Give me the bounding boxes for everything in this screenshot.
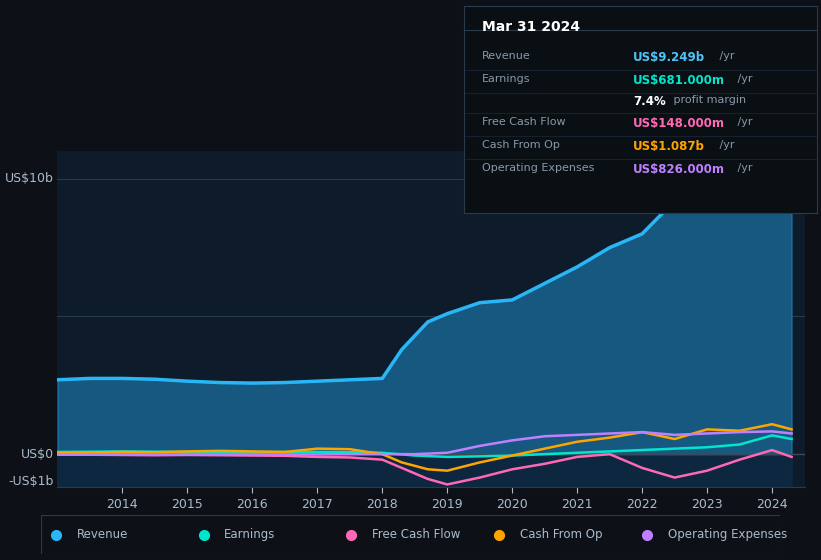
Text: Revenue: Revenue bbox=[76, 528, 128, 542]
Text: /yr: /yr bbox=[734, 118, 753, 128]
Text: US$1.087b: US$1.087b bbox=[633, 141, 705, 153]
Text: /yr: /yr bbox=[734, 74, 753, 84]
Text: Operating Expenses: Operating Expenses bbox=[481, 163, 594, 173]
Text: Cash From Op: Cash From Op bbox=[520, 528, 603, 542]
Text: US$681.000m: US$681.000m bbox=[633, 74, 725, 87]
Text: US$148.000m: US$148.000m bbox=[633, 118, 725, 130]
Text: Cash From Op: Cash From Op bbox=[481, 141, 559, 150]
Text: US$826.000m: US$826.000m bbox=[633, 163, 725, 176]
Text: /yr: /yr bbox=[734, 163, 753, 173]
Text: Revenue: Revenue bbox=[481, 51, 530, 61]
Text: US$9.249b: US$9.249b bbox=[633, 51, 705, 64]
Text: Free Cash Flow: Free Cash Flow bbox=[372, 528, 461, 542]
Text: Operating Expenses: Operating Expenses bbox=[667, 528, 787, 542]
Text: 7.4%: 7.4% bbox=[633, 95, 666, 108]
Text: Earnings: Earnings bbox=[481, 74, 530, 84]
Text: /yr: /yr bbox=[716, 141, 735, 150]
Text: US$10b: US$10b bbox=[5, 172, 53, 185]
Text: Mar 31 2024: Mar 31 2024 bbox=[481, 20, 580, 34]
Text: /yr: /yr bbox=[716, 51, 735, 61]
Text: US$0: US$0 bbox=[21, 447, 53, 461]
Text: -US$1b: -US$1b bbox=[8, 475, 53, 488]
Text: profit margin: profit margin bbox=[670, 95, 746, 105]
Text: Free Cash Flow: Free Cash Flow bbox=[481, 118, 565, 128]
Text: Earnings: Earnings bbox=[224, 528, 276, 542]
